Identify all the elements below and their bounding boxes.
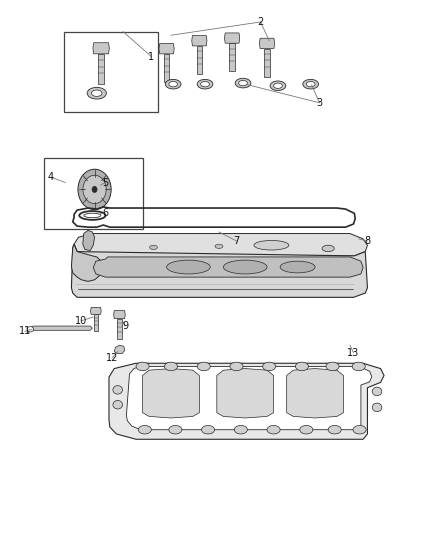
Ellipse shape [295, 362, 308, 370]
Bar [64, 31, 158, 112]
Polygon shape [143, 368, 199, 418]
Polygon shape [127, 367, 372, 430]
Ellipse shape [169, 425, 182, 434]
Text: 6: 6 [102, 208, 109, 219]
Ellipse shape [270, 81, 286, 91]
Polygon shape [94, 314, 98, 332]
Text: 11: 11 [18, 326, 31, 336]
Polygon shape [225, 33, 240, 43]
Polygon shape [117, 319, 122, 339]
Ellipse shape [87, 87, 106, 99]
Ellipse shape [352, 362, 365, 370]
Ellipse shape [215, 244, 223, 248]
Ellipse shape [201, 425, 215, 434]
Ellipse shape [83, 175, 106, 204]
Ellipse shape [274, 83, 283, 88]
Ellipse shape [322, 245, 334, 252]
Ellipse shape [197, 79, 213, 89]
Polygon shape [93, 43, 110, 54]
Ellipse shape [136, 362, 149, 370]
Polygon shape [164, 54, 170, 82]
Ellipse shape [169, 82, 177, 87]
Polygon shape [114, 345, 125, 354]
Polygon shape [93, 257, 363, 277]
Ellipse shape [223, 260, 267, 274]
Polygon shape [98, 54, 104, 84]
Polygon shape [114, 311, 125, 319]
Ellipse shape [84, 213, 101, 217]
Polygon shape [71, 244, 367, 297]
Ellipse shape [280, 261, 315, 273]
Polygon shape [192, 36, 207, 46]
Ellipse shape [166, 260, 210, 274]
Text: 1: 1 [148, 52, 154, 61]
Ellipse shape [372, 403, 382, 411]
Ellipse shape [27, 327, 34, 332]
Bar [44, 158, 143, 229]
Ellipse shape [197, 362, 210, 370]
Ellipse shape [239, 80, 247, 86]
Ellipse shape [230, 362, 243, 370]
Polygon shape [71, 244, 102, 281]
Polygon shape [74, 233, 367, 256]
Polygon shape [109, 364, 384, 439]
Ellipse shape [234, 425, 247, 434]
Polygon shape [230, 43, 235, 71]
Text: 2: 2 [258, 17, 264, 27]
Ellipse shape [235, 78, 251, 88]
Ellipse shape [303, 79, 318, 89]
Polygon shape [159, 44, 174, 54]
Polygon shape [217, 368, 274, 418]
Text: 9: 9 [122, 321, 128, 331]
Text: 8: 8 [364, 236, 371, 246]
Text: 10: 10 [75, 316, 88, 326]
Ellipse shape [150, 245, 157, 249]
Text: 7: 7 [233, 236, 240, 246]
Text: 3: 3 [316, 98, 322, 108]
Polygon shape [265, 49, 270, 77]
Text: 4: 4 [48, 172, 54, 182]
Polygon shape [91, 308, 101, 314]
Polygon shape [259, 38, 275, 49]
Polygon shape [28, 326, 92, 333]
Ellipse shape [113, 400, 123, 409]
Ellipse shape [306, 82, 315, 87]
Ellipse shape [92, 187, 97, 192]
Ellipse shape [78, 169, 111, 209]
Ellipse shape [165, 79, 181, 89]
Ellipse shape [254, 240, 289, 250]
Polygon shape [287, 368, 343, 418]
Ellipse shape [201, 82, 209, 87]
Ellipse shape [372, 387, 382, 395]
Ellipse shape [328, 425, 341, 434]
Ellipse shape [92, 90, 102, 96]
Ellipse shape [263, 362, 276, 370]
Polygon shape [83, 230, 95, 251]
Ellipse shape [353, 425, 366, 434]
Ellipse shape [300, 425, 313, 434]
Ellipse shape [164, 362, 177, 370]
Ellipse shape [326, 362, 339, 370]
Ellipse shape [267, 425, 280, 434]
Text: 13: 13 [347, 348, 360, 358]
Text: 12: 12 [106, 353, 118, 363]
Text: 5: 5 [102, 177, 109, 188]
Polygon shape [197, 46, 202, 74]
Ellipse shape [113, 385, 123, 394]
Ellipse shape [138, 425, 151, 434]
